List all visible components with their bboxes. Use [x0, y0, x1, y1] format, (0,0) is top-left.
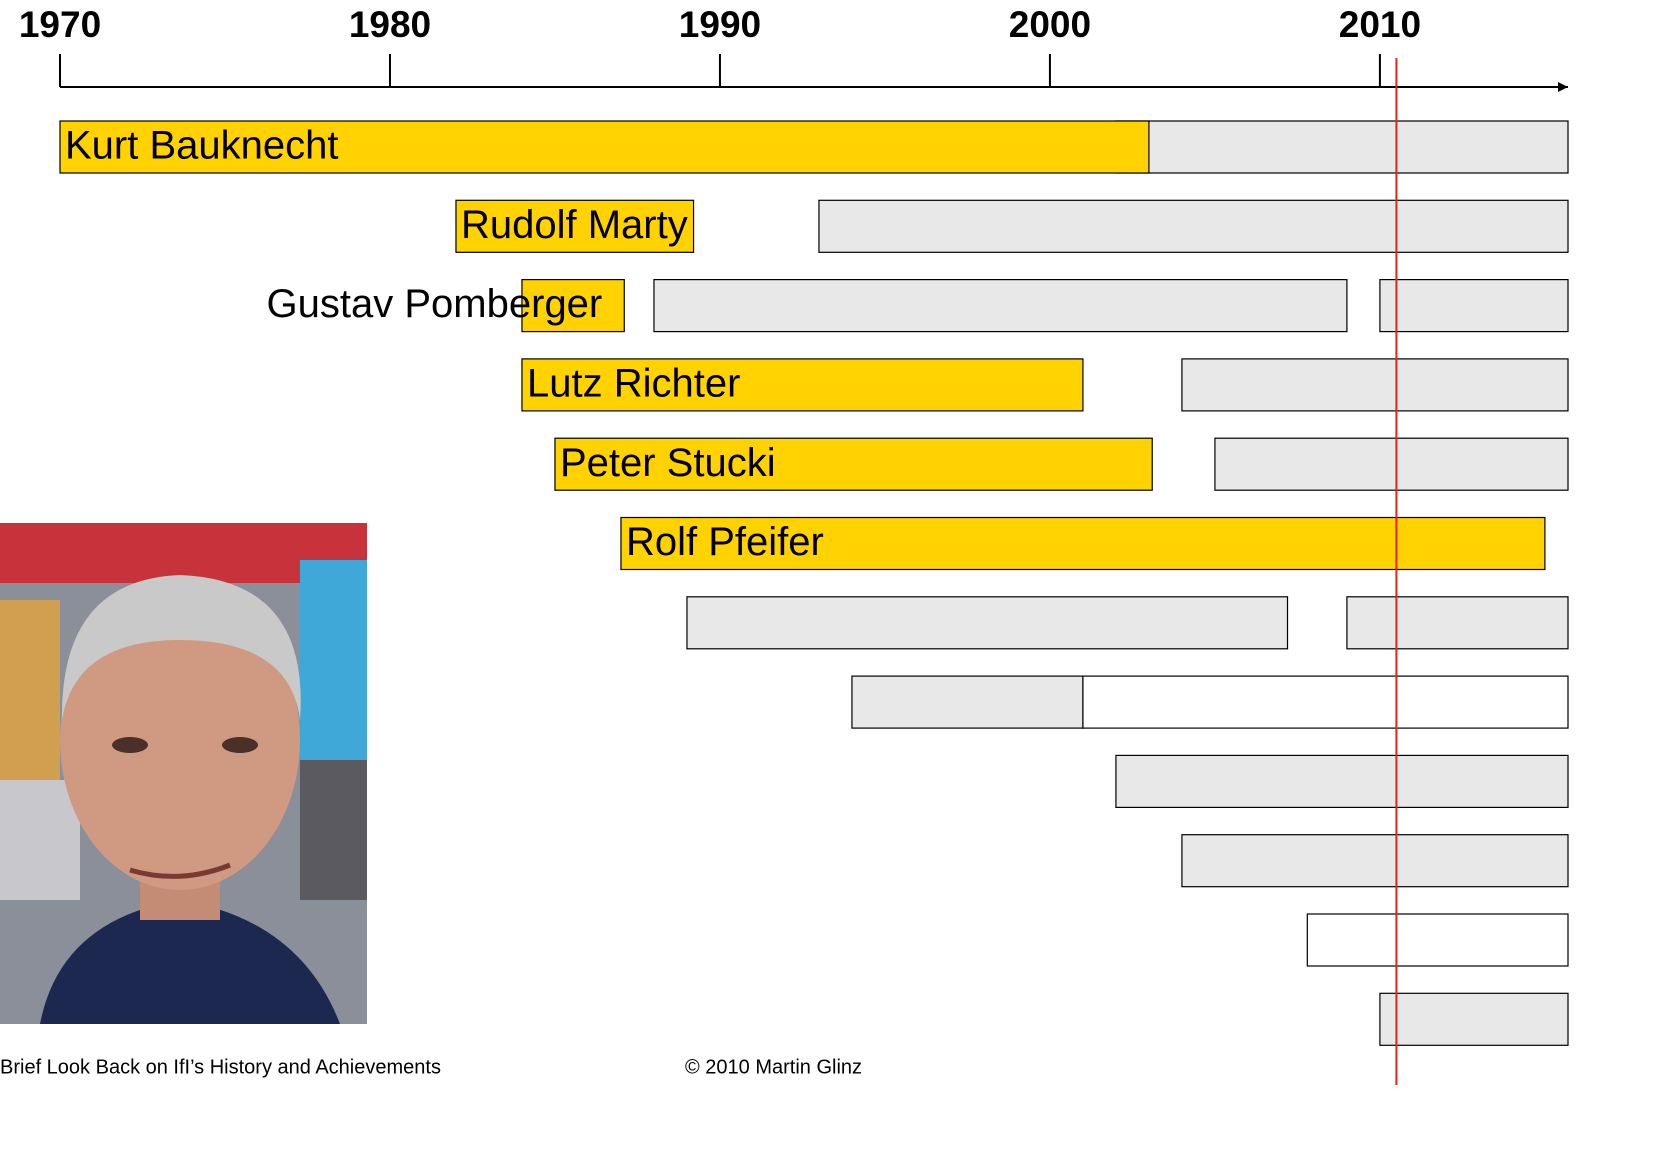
bar [1115, 120, 1569, 174]
bar [1306, 913, 1569, 967]
bar [554, 437, 1153, 491]
timeline: 1970 1980 1990 2000 2010 Kurt Bauknecht Rudolf… [19, 4, 1569, 1085]
person-name: Kurt Bauknecht [65, 124, 339, 168]
bar [521, 358, 1084, 412]
bar [1346, 596, 1569, 650]
bar [1082, 675, 1569, 729]
bar [1214, 437, 1569, 491]
bar [620, 516, 1546, 571]
bar [1181, 834, 1569, 888]
bar [686, 596, 1289, 650]
footer-left: Brief Look Back on IfI’s History and Ach… [0, 1056, 441, 1078]
person-name: Rudolf Marty [461, 203, 688, 247]
x-tick-label: 2010 [1339, 4, 1421, 45]
person-name: Rolf Pfeifer [626, 520, 824, 564]
axis-arrow [1558, 82, 1568, 92]
x-tick-label: 1990 [679, 4, 761, 45]
person-name: Gustav Pomberger [267, 282, 603, 326]
person-name: Lutz Richter [527, 361, 740, 405]
bar [1181, 358, 1569, 412]
x-tick-label: 1980 [349, 4, 431, 45]
bar [653, 279, 1348, 333]
bar [818, 199, 1569, 253]
bar [1379, 992, 1569, 1046]
bar [59, 120, 1150, 174]
bar [851, 675, 1084, 729]
bar [1379, 279, 1569, 333]
x-tick-label: 1970 [19, 4, 101, 45]
bar [1115, 754, 1569, 809]
x-tick-label: 2000 [1009, 4, 1091, 45]
person-name: Peter Stucki [560, 441, 776, 485]
bar [521, 279, 625, 333]
photo [0, 523, 367, 1024]
bar [455, 199, 695, 253]
footer-right: © 2010 Martin Glinz [685, 1056, 862, 1078]
